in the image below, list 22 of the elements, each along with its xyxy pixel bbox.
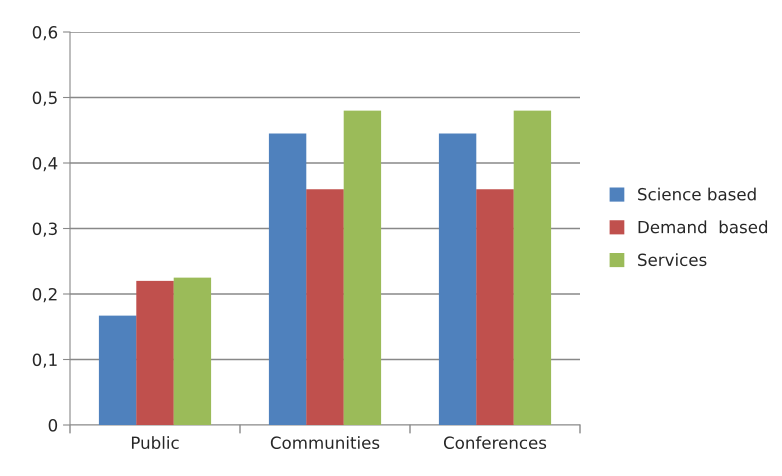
bar (438, 134, 476, 425)
y-tick-label: 0 (48, 418, 58, 432)
y-tick-label: 0,3 (32, 222, 57, 237)
x-tick-label: Conferences (444, 436, 546, 450)
bar (514, 110, 552, 425)
legend-label: Science based (638, 188, 756, 201)
y-tick-label: 0,2 (32, 288, 57, 302)
x-tick-label: Public (132, 436, 179, 450)
bar (136, 280, 174, 425)
y-tick-label: 0,1 (32, 353, 57, 368)
legend-label: Services (638, 253, 706, 266)
y-tick-label: 0,5 (32, 91, 57, 106)
bar (98, 316, 136, 425)
bar (344, 110, 382, 425)
legend-label: Demand based (638, 220, 768, 234)
bar (268, 134, 306, 425)
x-tick-label: Communities (270, 436, 380, 450)
y-tick-label: 0,4 (32, 156, 58, 172)
bar (306, 189, 344, 425)
y-tick-label: 0,6 (32, 26, 58, 40)
bar (174, 278, 212, 425)
bar (476, 189, 514, 425)
